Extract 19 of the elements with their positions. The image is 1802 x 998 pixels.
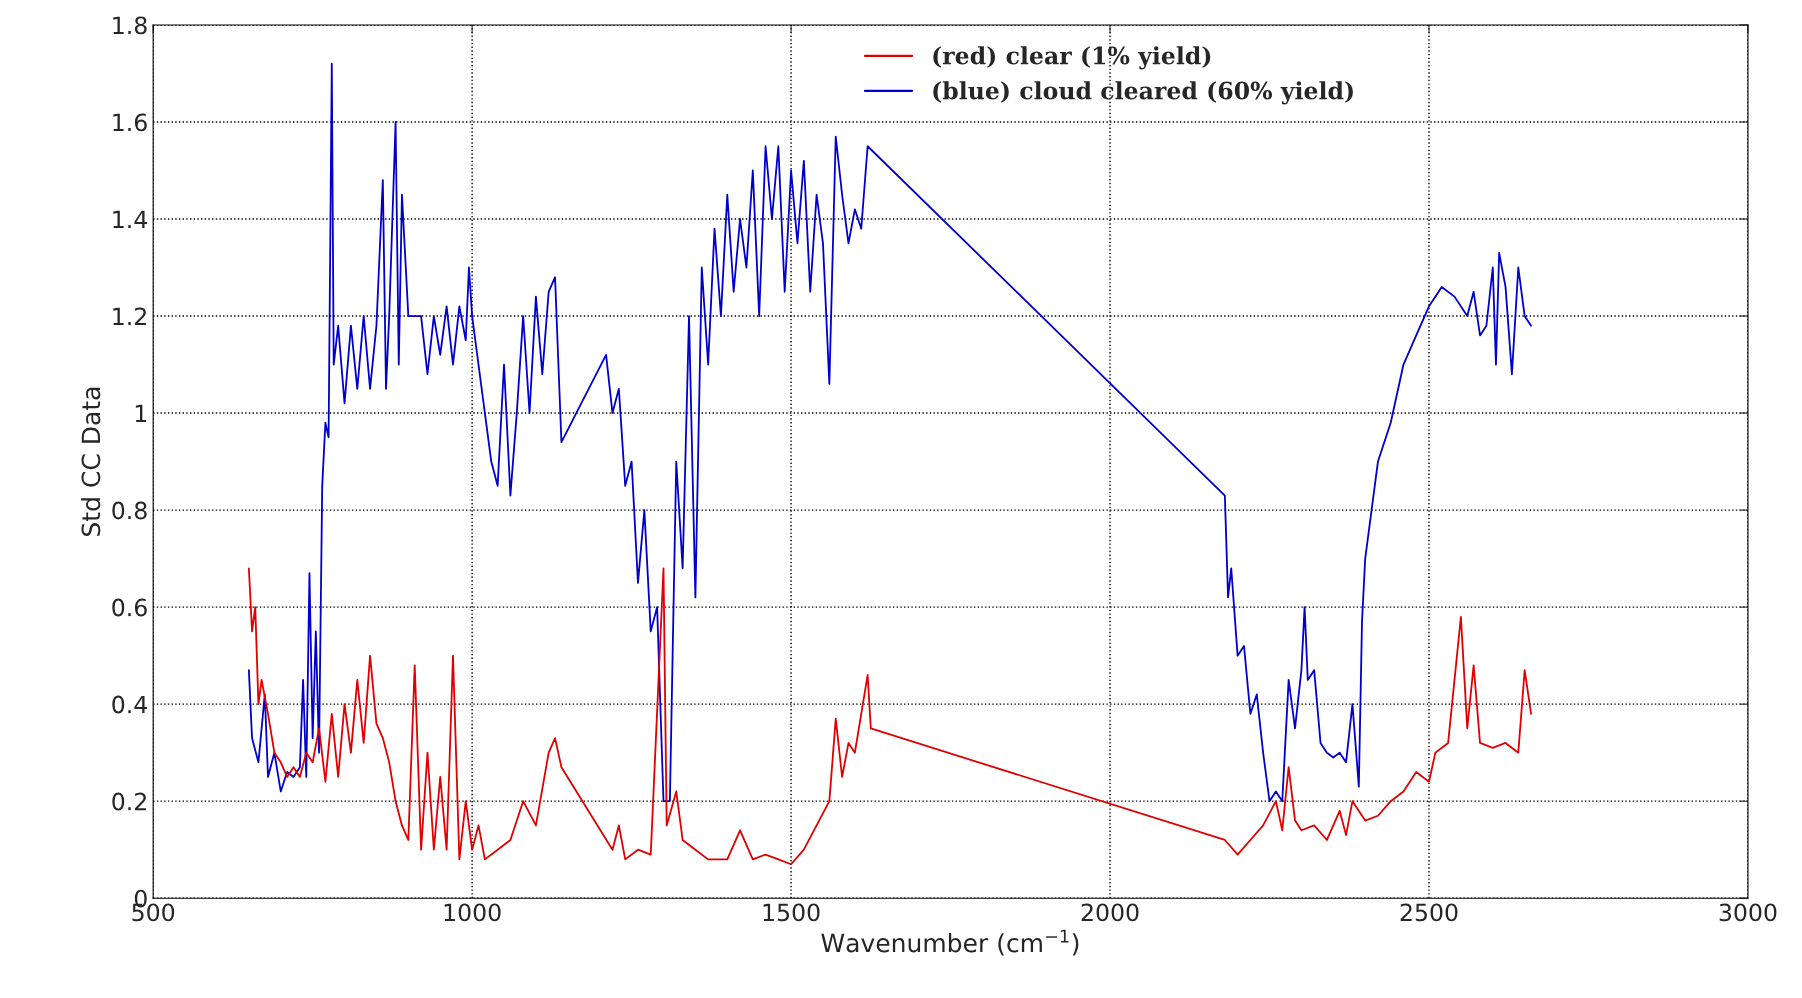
x-tick-label: 3000 xyxy=(1719,903,1777,922)
y-tick-label: 1.4 xyxy=(113,210,147,228)
y-tick-label: 0.8 xyxy=(112,501,147,520)
x-tick-label: 2500 xyxy=(1400,903,1458,922)
y-tick-label: 1.6 xyxy=(113,113,147,132)
legend-label: (blue) cloud cleared (60% yield) xyxy=(933,81,1353,105)
x-tick-label: 2000 xyxy=(1081,903,1139,922)
x-tick-label: 1500 xyxy=(763,903,820,922)
y-tick-label: 0.2 xyxy=(112,792,146,811)
legend-label: (red) clear (1% yield) xyxy=(933,46,1211,70)
x-tick-label: 1000 xyxy=(444,903,501,922)
x-axis-title: Wavenumber (cm$^{−1}$) xyxy=(821,929,1079,956)
y-tick-label: 1.8 xyxy=(113,16,147,35)
line-series xyxy=(247,567,1532,866)
y-axis-title: Std CC Data xyxy=(81,387,101,536)
y-tick-label: 0.6 xyxy=(112,598,147,617)
y-tick-label: 0.4 xyxy=(112,695,147,714)
y-tick-label: 1 xyxy=(135,404,147,423)
y-tick-label: 1.2 xyxy=(113,307,146,325)
